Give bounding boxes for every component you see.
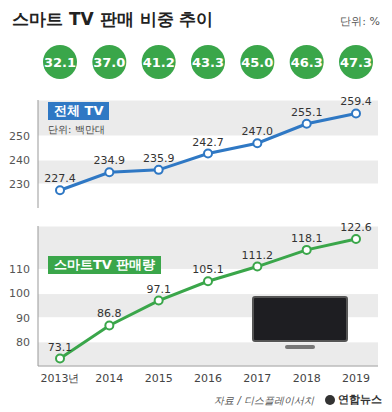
svg-text:234.9: 234.9 [94, 154, 126, 167]
svg-text:2017: 2017 [243, 372, 271, 385]
svg-text:43.3: 43.3 [192, 55, 224, 70]
svg-text:247.0: 247.0 [242, 125, 274, 138]
html-text:단위: %: 단위: % [340, 15, 380, 28]
svg-text:32.1: 32.1 [44, 55, 76, 70]
svg-text:122.6: 122.6 [340, 221, 372, 234]
svg-text:111.2: 111.2 [242, 249, 274, 262]
svg-text:41.2: 41.2 [143, 55, 175, 70]
svg-text:259.4: 259.4 [340, 95, 372, 108]
html-text:스마트TV 판매량: 스마트TV 판매량 [54, 257, 156, 272]
svg-text:45.0: 45.0 [241, 55, 273, 70]
svg-text:90: 90 [16, 312, 30, 325]
svg-text:242.7: 242.7 [192, 136, 224, 149]
svg-text:2019: 2019 [342, 372, 370, 385]
svg-text:110: 110 [9, 263, 30, 276]
html-text:스마트 TV 판매 비중 추이: 스마트 TV 판매 비중 추이 [12, 9, 214, 29]
svg-text:86.8: 86.8 [97, 307, 122, 320]
html-text:단위: 백만대: 단위: 백만대 [48, 124, 105, 135]
svg-text:105.1: 105.1 [192, 263, 224, 276]
svg-text:2018: 2018 [293, 372, 321, 385]
svg-text:250: 250 [9, 130, 30, 143]
svg-text:37.0: 37.0 [93, 55, 125, 70]
html-text:자료 / 디스플레이서치: 자료 / 디스플레이서치 [214, 395, 314, 406]
svg-text:255.1: 255.1 [291, 106, 323, 119]
svg-text:118.1: 118.1 [291, 232, 323, 245]
svg-text:80: 80 [16, 336, 30, 349]
svg-text:100: 100 [9, 287, 30, 300]
svg-text:240: 240 [9, 154, 30, 167]
svg-text:2016: 2016 [194, 372, 222, 385]
svg-text:227.4: 227.4 [44, 172, 76, 185]
svg-text:2014: 2014 [95, 372, 123, 385]
svg-text:2013년: 2013년 [41, 372, 80, 385]
html-text:연합뉴스: 연합뉴스 [338, 393, 382, 406]
html-text:전체 TV: 전체 TV [54, 103, 104, 118]
svg-text:46.3: 46.3 [291, 55, 323, 70]
svg-text:47.3: 47.3 [340, 55, 372, 70]
svg-text:235.9: 235.9 [143, 152, 175, 165]
svg-text:97.1: 97.1 [146, 283, 171, 296]
svg-text:73.1: 73.1 [48, 341, 73, 354]
svg-text:2015: 2015 [145, 372, 173, 385]
svg-text:230: 230 [9, 178, 30, 191]
